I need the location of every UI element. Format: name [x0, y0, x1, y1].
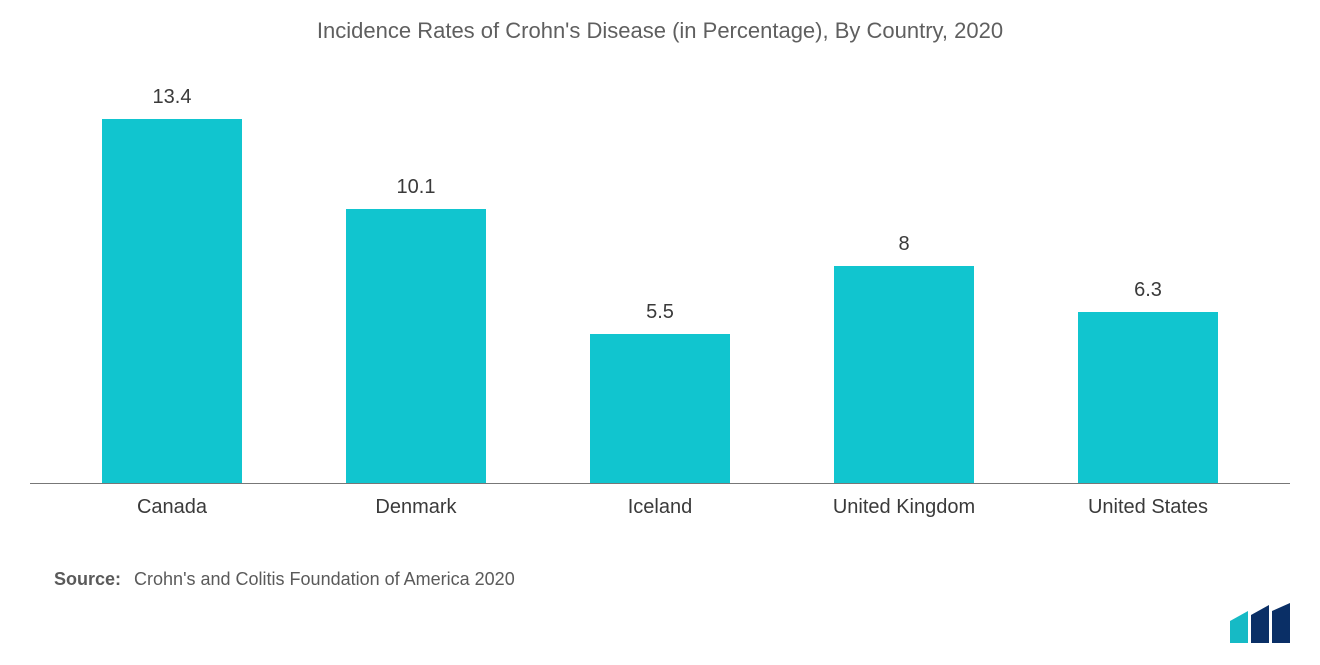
chart-container: Incidence Rates of Crohn's Disease (in P…	[0, 0, 1320, 665]
bar-value-label: 6.3	[1134, 279, 1162, 302]
x-label: United Kingdom	[824, 496, 984, 519]
bar-group: 13.4	[92, 86, 252, 483]
x-label: Denmark	[336, 496, 496, 519]
brand-logo-icon	[1228, 603, 1292, 643]
bar-value-label: 10.1	[397, 176, 436, 199]
x-axis-labels: Canada Denmark Iceland United Kingdom Un…	[30, 484, 1290, 519]
bar-value-label: 8	[898, 233, 909, 256]
bar-group: 10.1	[336, 176, 496, 483]
bar	[1078, 312, 1218, 483]
logo-bar-3	[1272, 603, 1290, 643]
bar	[834, 266, 974, 483]
x-label: Iceland	[580, 496, 740, 519]
source-label: Source:	[54, 569, 121, 589]
bar-group: 5.5	[580, 301, 740, 483]
plot-area: 13.4 10.1 5.5 8 6.3	[30, 104, 1290, 484]
x-label: Canada	[92, 496, 252, 519]
logo-bar-1	[1230, 611, 1248, 643]
chart-title: Incidence Rates of Crohn's Disease (in P…	[30, 18, 1290, 44]
bar-group: 6.3	[1068, 279, 1228, 483]
bar-group: 8	[824, 233, 984, 483]
source-text: Crohn's and Colitis Foundation of Americ…	[134, 569, 515, 589]
source-line: Source: Crohn's and Colitis Foundation o…	[30, 569, 1290, 590]
bar-value-label: 5.5	[646, 301, 674, 324]
bar	[346, 209, 486, 483]
bar	[102, 119, 242, 483]
logo-bar-2	[1251, 605, 1269, 643]
x-label: United States	[1068, 496, 1228, 519]
bar	[590, 334, 730, 483]
bar-value-label: 13.4	[153, 86, 192, 109]
